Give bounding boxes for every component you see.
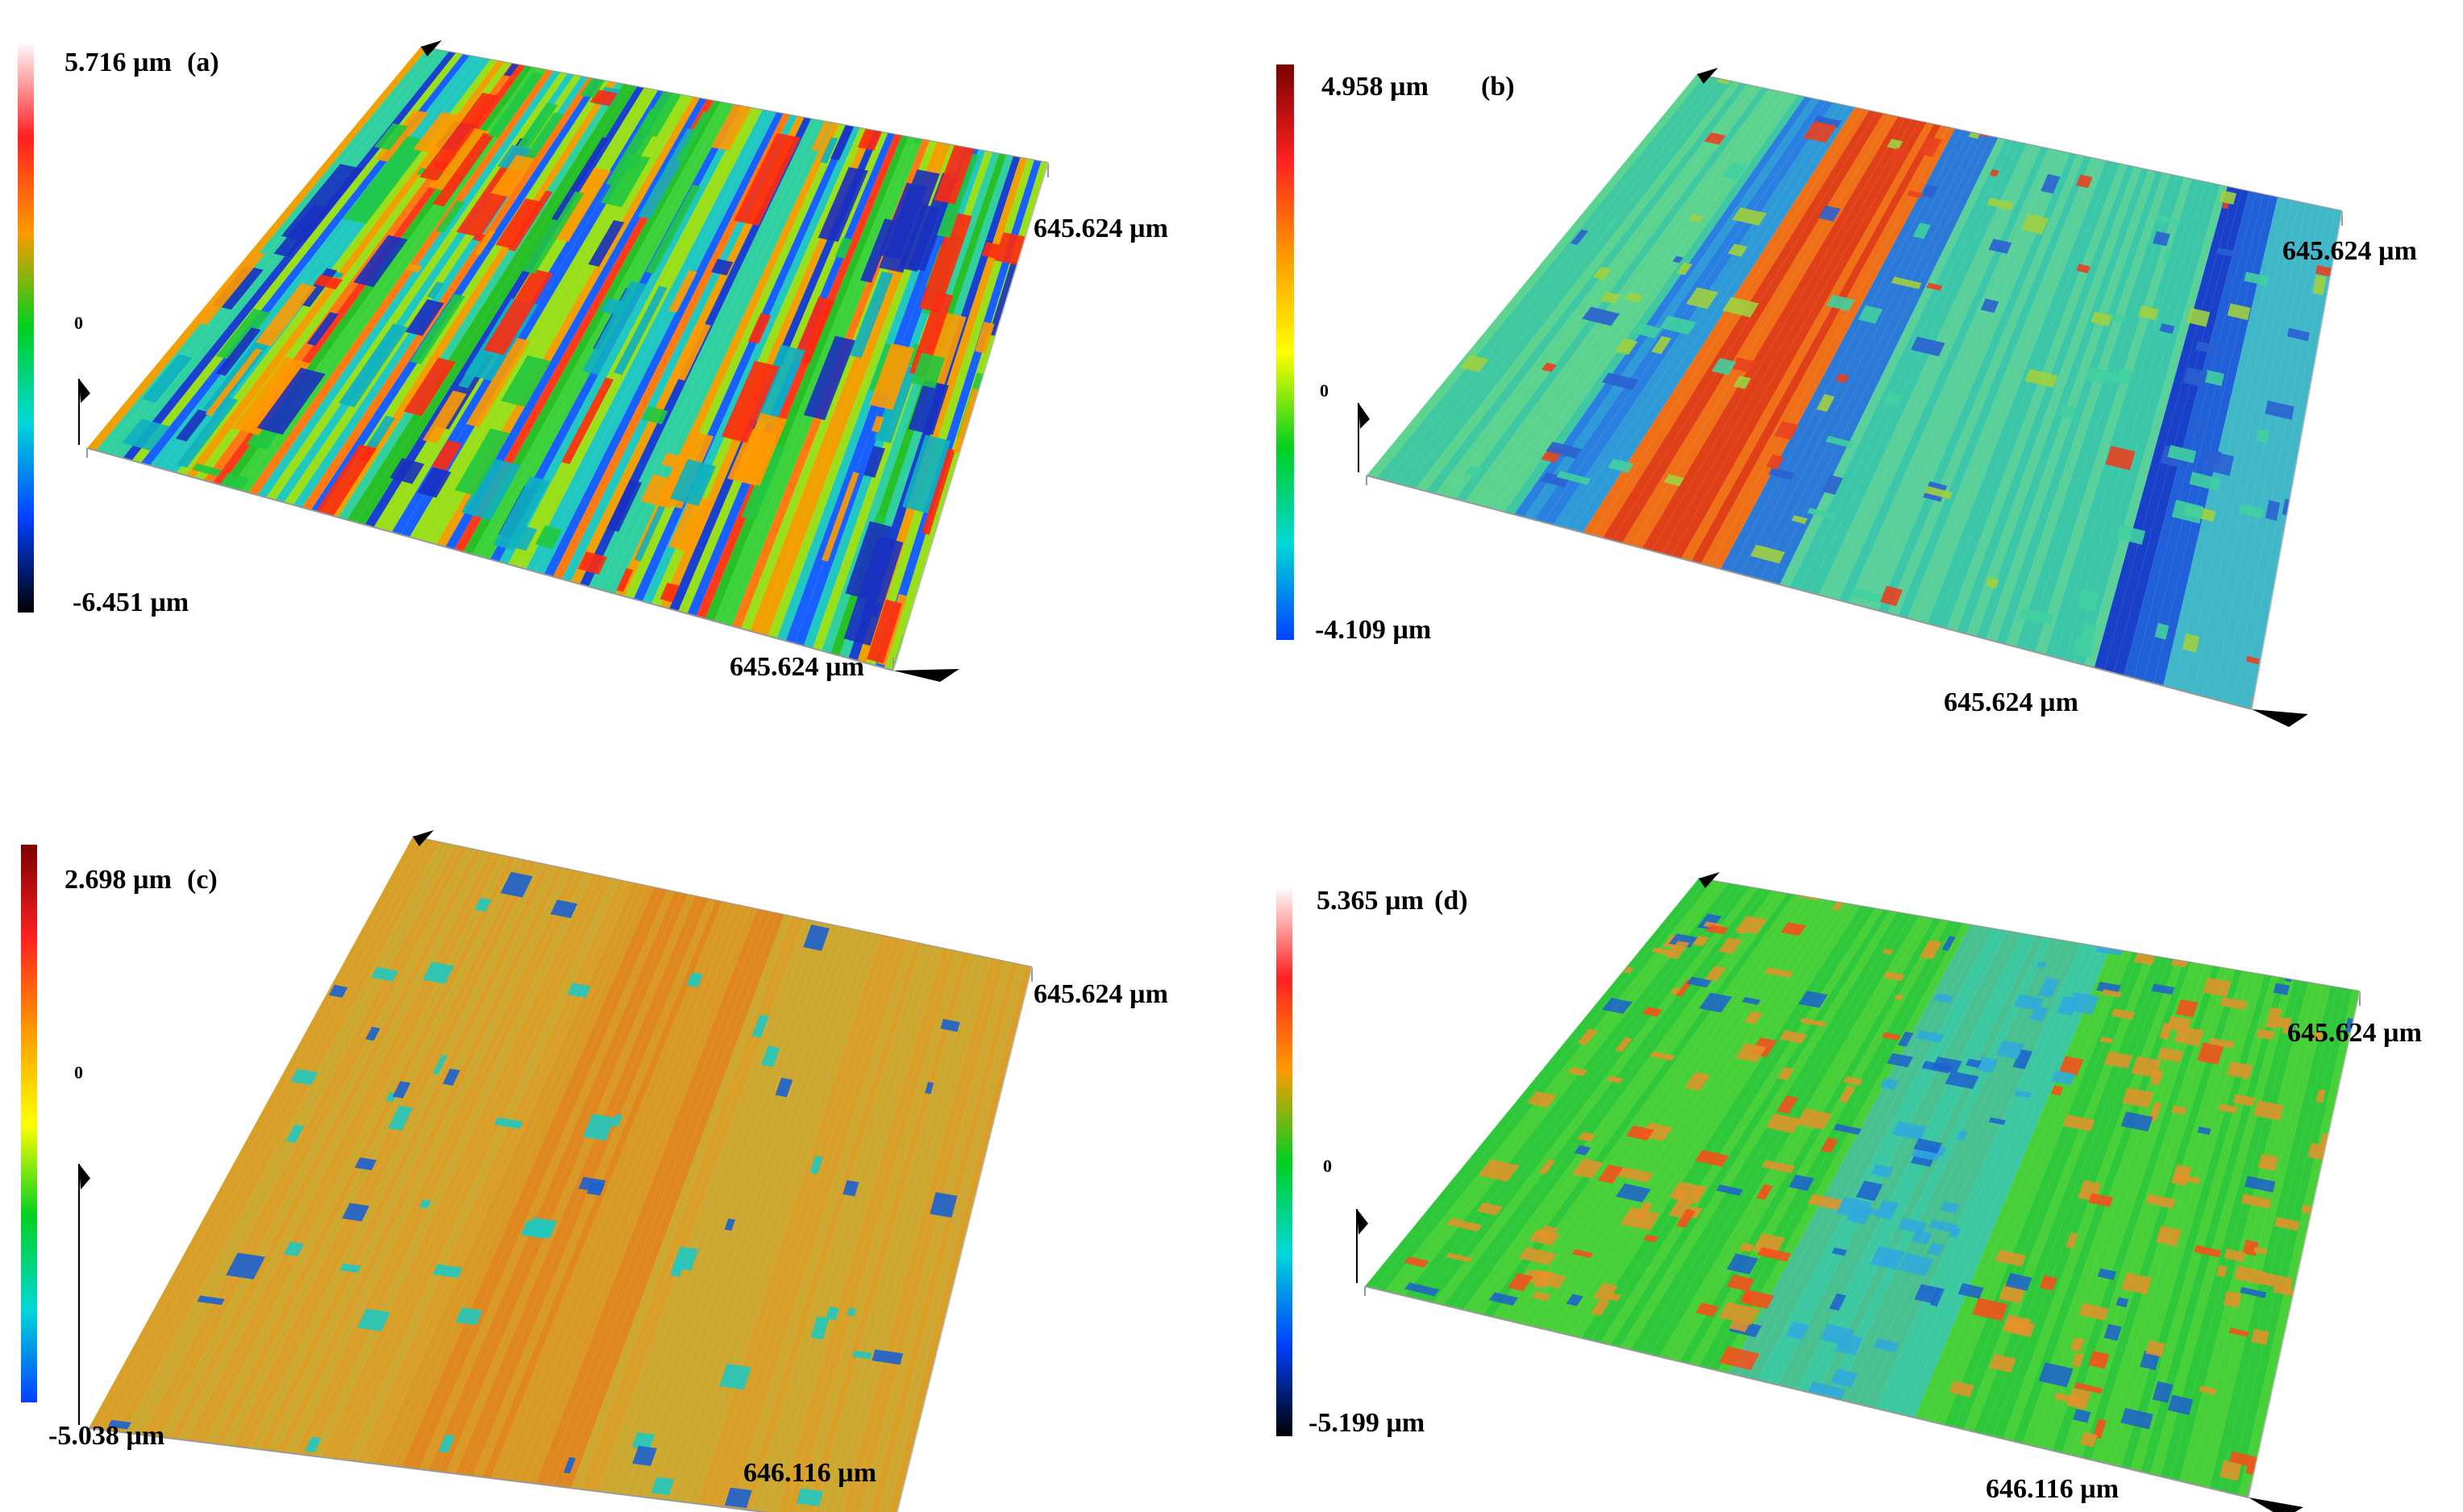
x-extent-label-a: 645.624 µm xyxy=(730,652,864,682)
y-extent-label-a: 645.624 µm xyxy=(1034,214,1168,243)
zero-label-d: 0 xyxy=(1323,1156,1332,1176)
max-label-c: 2.698 µm xyxy=(64,865,172,895)
colorbar-d xyxy=(1276,887,1292,1436)
surface-plot-c: 2.698 µm (c) 0 -5.038 µm 645.624 µm 646.… xyxy=(21,830,1168,1512)
max-label-b: 4.958 µm xyxy=(1321,72,1429,102)
panel-letter-c: (c) xyxy=(187,865,218,895)
x-extent-label-b: 645.624 µm xyxy=(1944,687,2078,717)
surface-d xyxy=(1356,872,2361,1512)
surface-plot-a: 5.716 µm (a) 0 -6.451 µm 645.624 µm 645.… xyxy=(18,40,1168,682)
zero-label-c: 0 xyxy=(74,1062,83,1082)
max-label-a: 5.716 µm xyxy=(64,48,172,77)
min-label-b: -4.109 µm xyxy=(1315,615,1431,645)
panel-letter-b: (b) xyxy=(1481,72,1515,102)
surface-a xyxy=(78,40,1049,682)
panel-b: 4.958 µm (b) 0 -4.109 µm 645.624 µm 645.… xyxy=(1231,0,2462,756)
y-extent-label-c: 645.624 µm xyxy=(1034,979,1168,1009)
x-extent-label-c: 646.116 µm xyxy=(743,1458,876,1488)
panel-a: 5.716 µm (a) 0 -6.451 µm 645.624 µm 645.… xyxy=(0,0,1231,756)
y-extent-label-d: 645.624 µm xyxy=(2287,1018,2422,1048)
surface-c xyxy=(78,830,1033,1512)
colorbar-b xyxy=(1276,64,1294,640)
min-label-a: -6.451 µm xyxy=(73,588,189,617)
x-extent-label-d: 646.116 µm xyxy=(1986,1474,2119,1504)
panel-letter-a: (a) xyxy=(187,48,219,77)
panel-letter-d: (d) xyxy=(1434,886,1468,916)
surface-plot-b: 4.958 µm (b) 0 -4.109 µm 645.624 µm 645.… xyxy=(1276,64,2417,727)
min-label-c: -5.038 µm xyxy=(48,1421,164,1451)
zero-label-b: 0 xyxy=(1320,380,1329,401)
max-label-d: 5.365 µm xyxy=(1317,886,1424,916)
surface-b xyxy=(1358,68,2343,727)
colorbar-c xyxy=(21,845,37,1402)
min-label-d: -5.199 µm xyxy=(1308,1408,1425,1438)
zero-label-a: 0 xyxy=(74,313,83,333)
surface-plot-d: 5.365 µm (d) 0 -5.199 µm 645.624 µm 646.… xyxy=(1276,872,2422,1512)
y-extent-label-b: 645.624 µm xyxy=(2282,236,2417,266)
panel-d: 5.365 µm (d) 0 -5.199 µm 645.624 µm 646.… xyxy=(1231,756,2462,1512)
colorbar-a xyxy=(18,42,34,613)
panel-c: 2.698 µm (c) 0 -5.038 µm 645.624 µm 646.… xyxy=(0,756,1231,1512)
